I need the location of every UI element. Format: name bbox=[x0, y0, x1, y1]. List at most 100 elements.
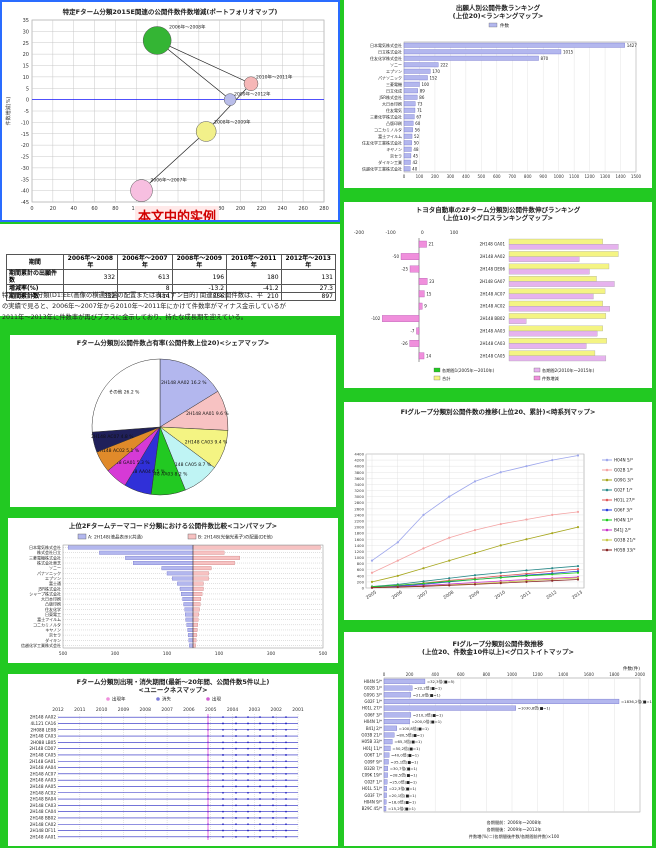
x-tick-label: 600 bbox=[493, 174, 501, 179]
period-marker bbox=[222, 835, 224, 838]
applicant-label: キヤノン bbox=[386, 147, 402, 152]
period-marker bbox=[259, 772, 261, 775]
y-tick-label: -30 bbox=[21, 166, 29, 172]
period-marker bbox=[272, 754, 274, 756]
delta-tick-label: -100 bbox=[386, 230, 396, 236]
delta-bar bbox=[409, 340, 420, 347]
legend-label: 出現 bbox=[212, 696, 221, 703]
gross-value: =1030,8倍(■=1) bbox=[518, 706, 551, 711]
applicant-label: JSR株式会社 bbox=[379, 94, 403, 100]
bar-b bbox=[192, 602, 201, 607]
y-tick-label: 400 bbox=[357, 573, 365, 578]
y-tick-label: 0 bbox=[362, 586, 365, 591]
x-tick-label: 2005 bbox=[365, 589, 378, 601]
company-label: エプソン bbox=[45, 575, 61, 581]
period-marker bbox=[285, 760, 287, 763]
period-marker bbox=[222, 779, 224, 782]
ranking-value: 73 bbox=[417, 101, 423, 106]
fterm-label: 2H148 AA03 bbox=[480, 329, 506, 334]
period-marker bbox=[259, 741, 261, 744]
x-tick-label: 300 bbox=[111, 651, 120, 657]
fi-label: G09F 9/* bbox=[364, 759, 382, 764]
fterm-label: 2H148 AA02 bbox=[480, 254, 506, 259]
ranking-map-title: 出願人別公開件数ランキング bbox=[455, 4, 541, 12]
gross-map-subtitle: (上位20、件数金10件以上)<グロストイトマップ> bbox=[422, 648, 574, 656]
period-marker bbox=[222, 817, 224, 819]
period-marker bbox=[272, 722, 274, 725]
ranking-map-subtitle: (上位20)<ランキングマップ> bbox=[452, 12, 544, 20]
row-label: 2H148 AA05 bbox=[30, 784, 57, 789]
ranking-bar bbox=[403, 114, 415, 120]
ranking-bar bbox=[403, 166, 411, 172]
ranking-bar bbox=[403, 81, 420, 87]
series-point bbox=[473, 574, 477, 577]
period1-bar bbox=[508, 263, 610, 270]
gross-bar bbox=[383, 806, 387, 812]
pie-slice-label: 2H148 AA03 8.2 % bbox=[145, 472, 188, 478]
row-label: 2H088 LE08 bbox=[31, 727, 57, 732]
row-label: 2H148 CD07 bbox=[29, 746, 56, 751]
period-marker bbox=[235, 823, 237, 826]
period-marker bbox=[259, 722, 261, 725]
bar-a bbox=[177, 581, 194, 586]
period-marker bbox=[259, 835, 261, 838]
company-label: 大日本印刷 bbox=[41, 596, 61, 602]
series-point bbox=[525, 569, 528, 572]
bar-b bbox=[192, 561, 235, 565]
gross-map-title: FIグループ分類別公開件数推移 bbox=[452, 640, 544, 648]
year-label: 2002 bbox=[270, 707, 282, 713]
fterm-label: 2H148 AC07 bbox=[480, 291, 505, 296]
fterm-label: 2H148 GA07 bbox=[480, 279, 506, 284]
delta-bar bbox=[382, 315, 420, 322]
x-tick-label: 2009 bbox=[468, 589, 481, 601]
applicant-label: 富士フイルム bbox=[378, 133, 402, 139]
applicant-label: ダイキン工業 bbox=[378, 159, 402, 165]
growth-chart: -200 -100 0 100 21 2H148 GA01 -50 2H148 AA02 -25… bbox=[354, 230, 619, 382]
series-point bbox=[551, 532, 554, 535]
period-marker bbox=[247, 804, 249, 807]
series-point bbox=[525, 518, 528, 521]
legend-marker bbox=[206, 697, 210, 701]
portfolio-paragraph-2: の実績で見ると、2006年～2007年から2010年～2011年にかけて件数率が… bbox=[2, 301, 286, 323]
gross-bar bbox=[383, 759, 389, 765]
series-point bbox=[576, 571, 580, 574]
period-marker bbox=[222, 760, 224, 763]
x-tick-label: 900 bbox=[539, 174, 547, 179]
bar-b bbox=[192, 545, 321, 550]
company-label: JSR株式会社 bbox=[38, 585, 62, 591]
period2-bar bbox=[508, 293, 594, 300]
period-marker bbox=[222, 810, 224, 813]
pie-slice bbox=[159, 358, 219, 428]
growth-ranking-panel: トヨタ自動車の2Fターム分類別公開件数伸びランキング (上位10)<グロスランキ… bbox=[344, 202, 652, 388]
series-point bbox=[499, 522, 502, 526]
gross-value: =18,0倍(■=1) bbox=[388, 799, 416, 804]
period2-bar bbox=[508, 244, 619, 250]
applicant-label: ソニー bbox=[390, 62, 402, 67]
x-tick-label: 2010 bbox=[494, 589, 507, 601]
pie-slice-label: 2H148 AA04 6.5 % bbox=[123, 469, 166, 475]
company-label: 富士通 bbox=[49, 580, 61, 586]
period-marker bbox=[272, 772, 274, 775]
period-marker bbox=[222, 823, 224, 826]
legend-marker bbox=[605, 458, 609, 462]
delta-bar bbox=[400, 253, 420, 260]
series-point bbox=[525, 574, 528, 577]
bubble-label: 2008年～2009年 bbox=[214, 118, 251, 125]
x-tick-label: 500 bbox=[478, 174, 486, 179]
legend-label: 各期間2(2010年～2015年) bbox=[542, 367, 595, 374]
delta-value: 21 bbox=[429, 242, 435, 247]
year-label: 2001 bbox=[292, 707, 304, 713]
bar-a bbox=[183, 602, 194, 607]
legend-label: 消失 bbox=[162, 696, 171, 703]
legend-label-a: A: 2H148(液晶表示)(共通) bbox=[88, 534, 143, 541]
x-tick-label: 2007 bbox=[417, 589, 430, 601]
row-label: 2H148 AC07 bbox=[30, 771, 57, 776]
y-tick-label: -15 bbox=[21, 132, 29, 138]
uniqueness-map-panel: Fターム分類別出現・消失期間(最新～20年間、公開件数5件以上) <ユニークネス… bbox=[8, 674, 338, 846]
gross-value: =15,2倍(■=1) bbox=[388, 806, 416, 811]
period-marker bbox=[272, 766, 274, 769]
company-label: ダイキン bbox=[45, 637, 61, 643]
fi-label: G03F 7/* bbox=[364, 793, 382, 798]
series-point bbox=[448, 577, 451, 580]
delta-bar bbox=[418, 240, 427, 248]
